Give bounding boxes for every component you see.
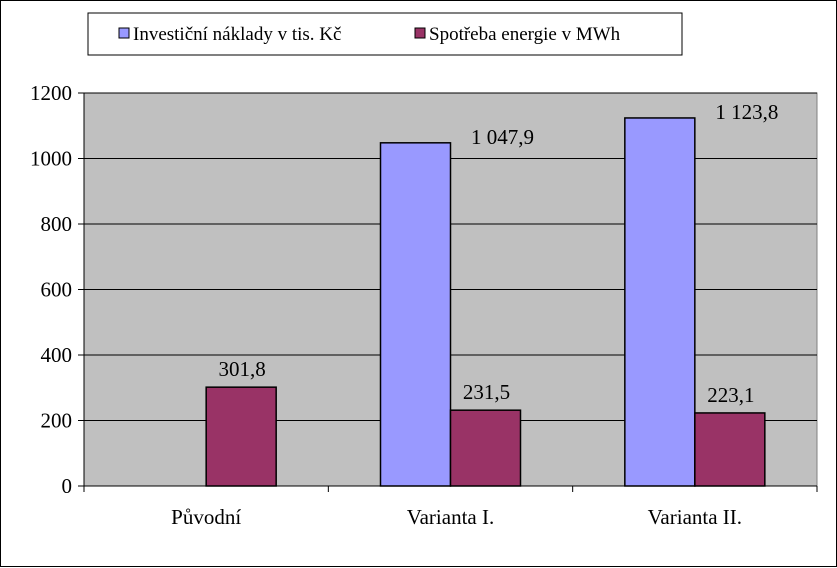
data-label: 1 123,8	[715, 100, 778, 124]
data-label: 231,5	[463, 380, 510, 404]
bars	[205, 117, 766, 487]
y-axis-ticks: 0 200 400 600 800 1000 1200	[30, 81, 72, 498]
bar	[205, 386, 277, 487]
category-labels: Původní Varianta I. Varianta II.	[171, 505, 742, 529]
legend-entry: Investiční náklady v tis. Kč	[133, 24, 341, 45]
bar	[624, 117, 696, 487]
category-label: Varianta II.	[648, 505, 742, 529]
y-tick-label: 1200	[30, 81, 72, 105]
legend: Investiční náklady v tis. Kč Spotřeba ene…	[87, 12, 683, 56]
legend-swatch	[414, 27, 426, 39]
bar	[449, 409, 522, 487]
legend-swatch	[118, 27, 130, 39]
bar	[694, 412, 766, 487]
data-label: 223,1	[707, 383, 754, 407]
data-labels: 301,8 1 047,9 231,5 1 123,8 223,1	[219, 100, 779, 407]
data-label: 301,8	[219, 357, 266, 381]
legend-entry: Spotřeba energie v MWh	[429, 24, 621, 45]
y-tick-label: 1000	[30, 147, 72, 171]
bar	[379, 142, 452, 487]
y-tick-label: 800	[41, 212, 73, 236]
y-tick-label: 600	[41, 278, 73, 302]
legend-box	[87, 12, 683, 56]
y-tick-label: 200	[41, 409, 73, 433]
data-label: 1 047,9	[471, 125, 534, 149]
y-tick-label: 0	[62, 474, 73, 498]
category-label: Varianta I.	[407, 505, 494, 529]
y-tick-label: 400	[41, 343, 73, 367]
category-label: Původní	[171, 505, 241, 529]
